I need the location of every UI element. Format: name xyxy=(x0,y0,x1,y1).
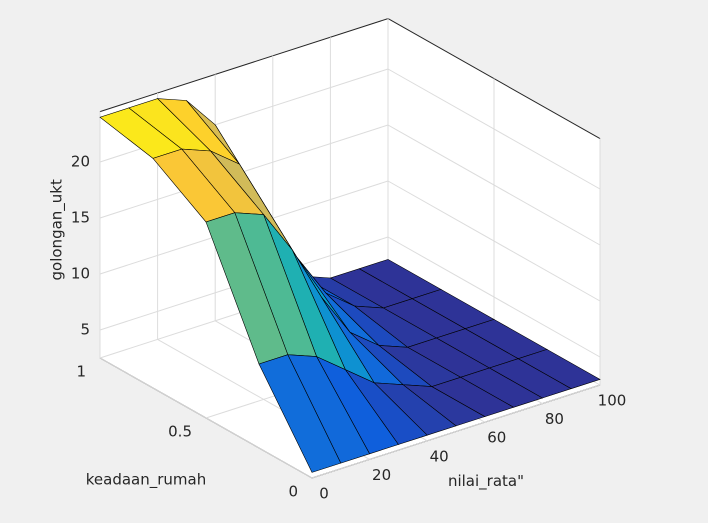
surface xyxy=(99,98,601,473)
x-axis-label: nilai_rata" xyxy=(448,472,524,491)
x-tick-label: 40 xyxy=(430,447,449,465)
labels: 02040608010000.515101520nilai_rata"keada… xyxy=(48,153,627,503)
x-tick-label: 80 xyxy=(545,410,564,428)
z-tick-label: 15 xyxy=(71,209,90,227)
z-tick-label: 5 xyxy=(80,321,90,339)
grid-line xyxy=(387,180,601,302)
x-tick-label: 100 xyxy=(598,392,627,410)
x-tick-label: 60 xyxy=(487,429,506,447)
z-tick-label: 10 xyxy=(71,265,90,283)
grid-line xyxy=(387,68,601,190)
surface-patch xyxy=(258,354,342,473)
grid-line xyxy=(387,236,601,358)
y-axis-label: keadaan_rumah xyxy=(86,471,206,490)
z-tick-label: 20 xyxy=(71,153,90,171)
axis-line xyxy=(99,18,389,113)
y-tick-label: 0.5 xyxy=(168,423,192,441)
z-axis-label: golongan_ukt xyxy=(48,179,67,280)
y-tick-label: 0 xyxy=(288,483,298,501)
grid-line xyxy=(387,124,601,246)
y-tick-label: 1 xyxy=(76,363,86,381)
x-tick-label: 0 xyxy=(319,485,329,503)
x-tick-label: 20 xyxy=(372,466,391,484)
grid-line xyxy=(311,384,601,479)
